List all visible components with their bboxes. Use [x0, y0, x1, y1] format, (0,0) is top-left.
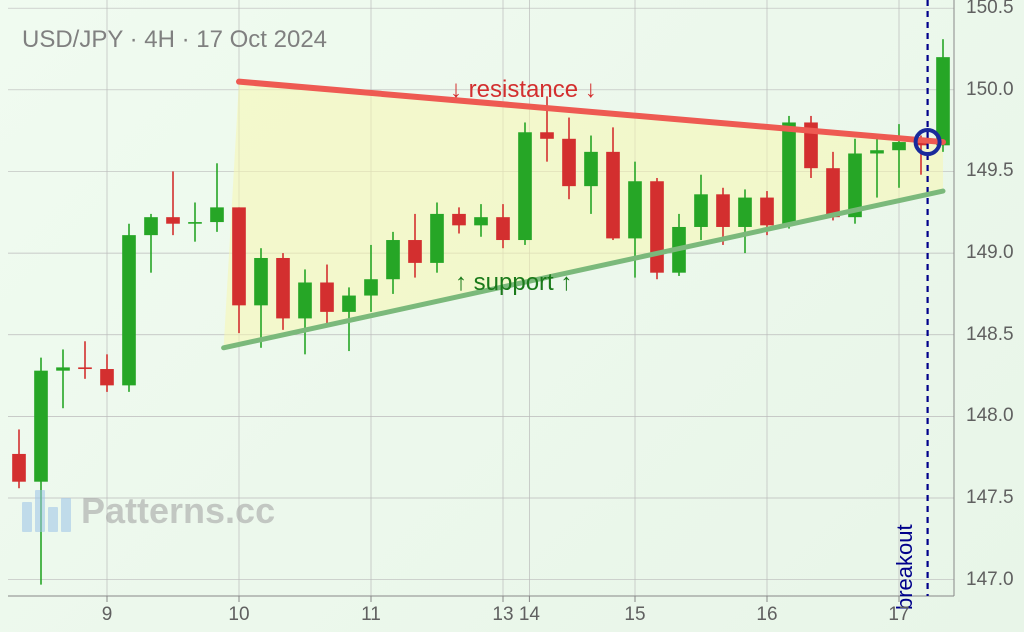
x-tick-label: 9	[102, 604, 113, 626]
support-annotation: ↑ support ↑	[455, 269, 572, 297]
y-tick-label: 150.0	[966, 79, 1014, 101]
y-tick-label: 149.5	[966, 160, 1014, 182]
x-tick-label: 11	[361, 604, 381, 626]
x-tick-label: 17	[888, 604, 909, 626]
x-tick-label: 15	[624, 604, 645, 626]
y-tick-label: 148.0	[966, 405, 1014, 427]
resistance-annotation: ↓ resistance ↓	[450, 76, 597, 104]
watermark-text: Patterns.cc	[81, 490, 275, 532]
y-tick-label: 147.0	[966, 569, 1014, 591]
y-tick-label: 147.5	[966, 487, 1014, 509]
breakout-annotation: breakout	[892, 524, 918, 610]
x-tick-label: 14	[519, 604, 540, 626]
x-tick-label: 10	[228, 604, 249, 626]
x-tick-label: 16	[756, 604, 777, 626]
y-tick-label: 150.5	[966, 0, 1014, 19]
y-tick-label: 148.5	[966, 324, 1014, 346]
chart-container: USD/JPY · 4H · 17 Oct 2024 ↓ resistance …	[0, 0, 1024, 632]
watermark-bars-icon	[22, 490, 71, 532]
y-tick-label: 149.0	[966, 242, 1014, 264]
watermark: Patterns.cc	[22, 490, 275, 532]
x-tick-label: 13	[492, 604, 513, 626]
chart-title: USD/JPY · 4H · 17 Oct 2024	[22, 26, 327, 54]
